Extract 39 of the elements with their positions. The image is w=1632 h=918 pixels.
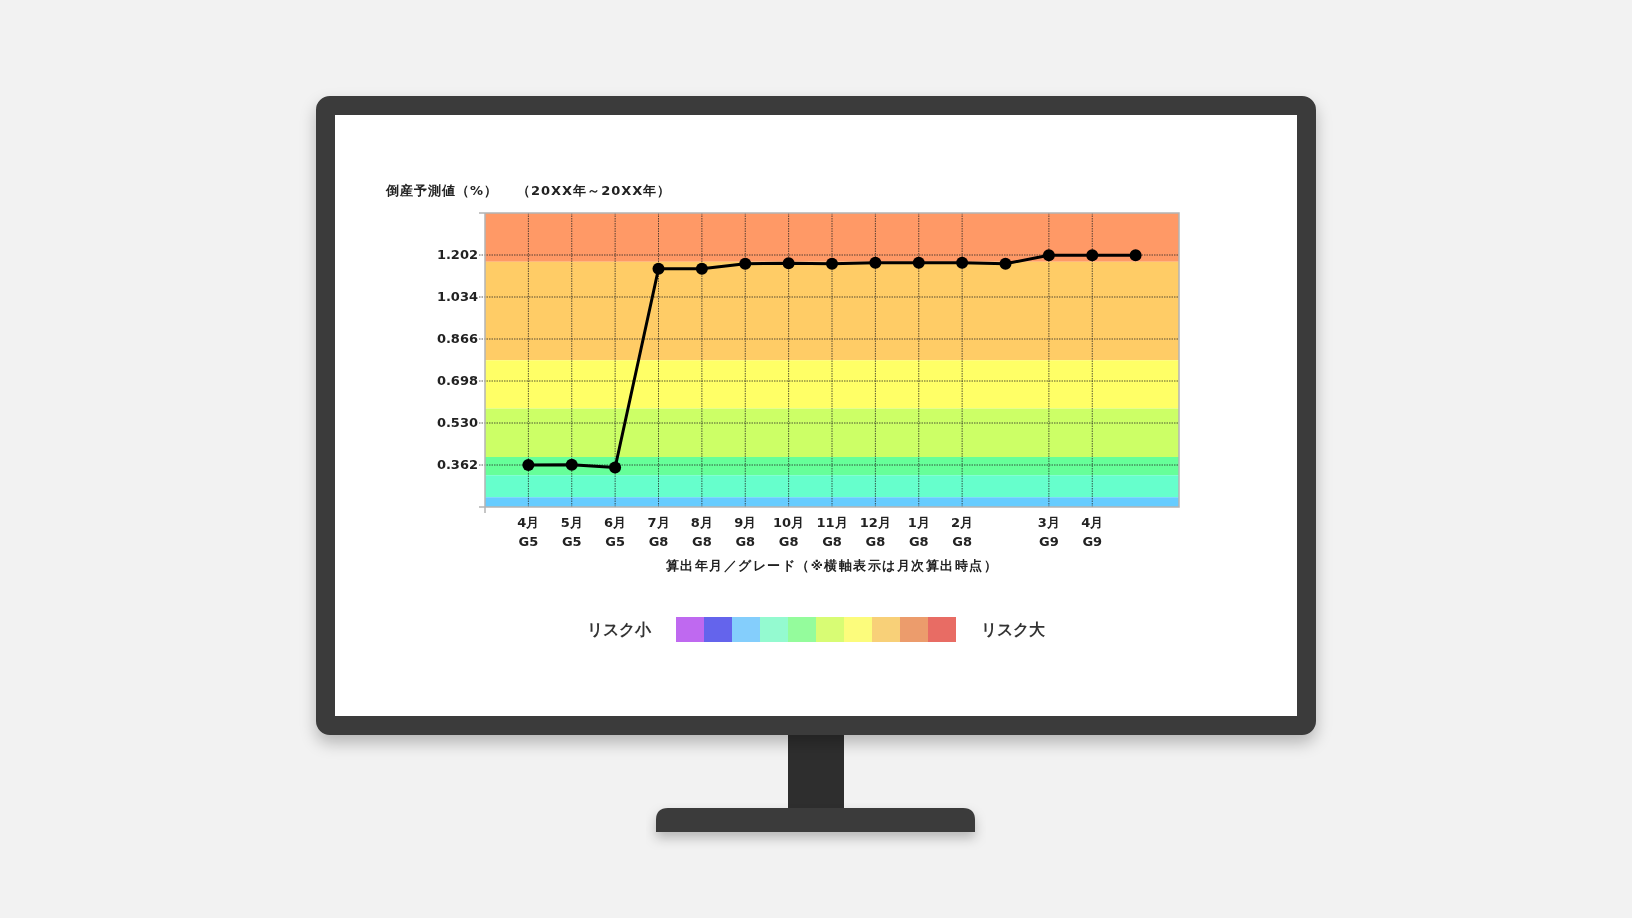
x-tick-label: 1月 G8 xyxy=(907,515,930,549)
x-tick-label: 3月 G9 xyxy=(1037,515,1060,549)
y-tick-label: 0.866 xyxy=(436,330,478,346)
x-axis-title: 算出年月／グレード（※横軸表示は月次算出時点） xyxy=(664,558,999,573)
text: リスク大 xyxy=(981,619,1046,638)
y-tick-label: 1.202 xyxy=(436,246,478,262)
text: リスク小 xyxy=(587,619,652,638)
y-axis-title: 倒産予測値（%） xyxy=(385,183,499,198)
point xyxy=(609,461,622,474)
x-tick-label: 6月 G5 xyxy=(604,515,627,549)
x-tick-label: 5月 G5 xyxy=(560,515,583,549)
x-tick-label: 9月 G8 xyxy=(734,515,757,549)
x-tick-label: 4月 G5 xyxy=(517,515,540,549)
x-tick-label: 4月 G9 xyxy=(1081,515,1104,549)
x-tick-label: 12月 G8 xyxy=(859,515,891,549)
point xyxy=(956,256,969,269)
point xyxy=(782,257,795,270)
point xyxy=(869,256,882,269)
point xyxy=(739,257,752,270)
point xyxy=(1042,249,1055,262)
y-tick-label: 0.698 xyxy=(436,372,478,388)
x-tick-label: 10月 G8 xyxy=(773,515,805,549)
point xyxy=(1086,249,1099,262)
point xyxy=(1129,249,1142,262)
point xyxy=(522,459,535,471)
point xyxy=(565,458,578,471)
y-tick-label: 1.034 xyxy=(436,288,478,304)
y-tick-label: 0.530 xyxy=(436,414,478,430)
y-tick-label: 0.362 xyxy=(436,456,478,472)
point xyxy=(826,257,838,270)
x-tick-label: 7月 G8 xyxy=(647,515,670,549)
x-tick-label: 2月 G8 xyxy=(951,515,974,549)
point xyxy=(999,257,1012,270)
chart-title: （20XX年～20XX年） xyxy=(517,183,672,198)
x-tick-label: 11月 G8 xyxy=(816,515,848,549)
point xyxy=(695,262,708,275)
point xyxy=(652,262,665,275)
point xyxy=(912,256,925,269)
x-tick-label: 8月 G8 xyxy=(690,515,713,549)
